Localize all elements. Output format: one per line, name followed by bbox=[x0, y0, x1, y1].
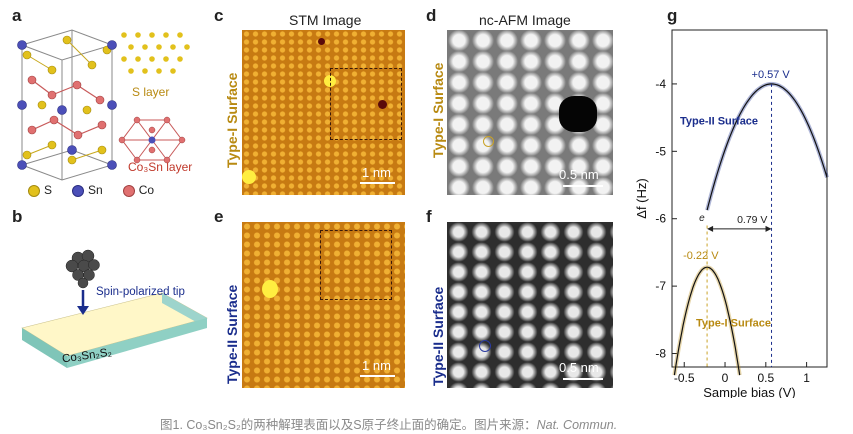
marker-circle-blue bbox=[479, 340, 491, 352]
s-layer-label: S layer bbox=[132, 85, 170, 99]
panel-e-label: e bbox=[214, 207, 224, 226]
defect-bright bbox=[262, 280, 278, 298]
scale-label: 1 nm bbox=[362, 358, 391, 373]
scale-bar bbox=[563, 378, 603, 380]
caption-text: 图1. Co₃Sn₂S₂的两种解理表面以及S原子终止面的确定。图片来源： bbox=[160, 418, 537, 432]
scale-bar bbox=[360, 182, 395, 184]
defect-dark bbox=[378, 100, 387, 109]
defect-dark bbox=[318, 38, 325, 45]
legend-co: Co bbox=[122, 183, 154, 197]
scale-label: 0.5 nm bbox=[559, 360, 599, 375]
y-tick-label: -8 bbox=[655, 347, 666, 361]
series-band-0 bbox=[705, 81, 829, 211]
side-label-e: Type-II Surface bbox=[224, 284, 240, 384]
delta-symbol: e bbox=[699, 213, 705, 224]
x-tick-label: 1 bbox=[803, 371, 810, 385]
crystal-structure bbox=[17, 29, 190, 181]
bias-chart: -4 -5 -6 -7 -8 -0.5 0 0.5 1 +0.57 V -0.22 V e 0… bbox=[634, 29, 829, 398]
panel-b-label: b bbox=[12, 207, 23, 226]
peak-label-ii: +0.57 V bbox=[752, 69, 791, 81]
plot-frame bbox=[671, 29, 828, 368]
atom-legend: S Sn Co bbox=[28, 183, 154, 197]
y-tick-label: -5 bbox=[655, 144, 666, 158]
scale-label: 0.5 nm bbox=[559, 167, 599, 182]
y-tick-label: -7 bbox=[655, 279, 666, 293]
figure-caption: 图1. Co₃Sn₂S₂的两种解理表面以及S原子终止面的确定。图片来源：Nat.… bbox=[160, 414, 617, 433]
stm-image-type-i: 1 nm bbox=[242, 30, 405, 195]
arrow-head-left bbox=[707, 225, 714, 232]
scale-bar bbox=[360, 375, 395, 377]
series-line-0 bbox=[706, 83, 828, 211]
series-label-type-ii: Type-II Surface bbox=[680, 115, 758, 127]
panel-f-label: f bbox=[426, 207, 432, 226]
side-label-d: Type-I Surface bbox=[430, 62, 446, 158]
legend-s: S bbox=[28, 183, 52, 197]
y-axis-label: Δf (Hz) bbox=[634, 178, 649, 218]
scale-label: 1 nm bbox=[362, 165, 391, 180]
zoom-box bbox=[320, 230, 392, 300]
panel-c-label: c bbox=[214, 6, 224, 25]
caption-source: Nat. Commun. bbox=[536, 418, 618, 432]
marker-circle-gold bbox=[483, 136, 494, 147]
scale-bar bbox=[563, 185, 603, 187]
side-label-f: Type-II Surface bbox=[430, 286, 446, 386]
arrow-head-right bbox=[765, 225, 772, 232]
x-tick-label: 0.5 bbox=[757, 371, 774, 385]
side-label-c: Type-I Surface bbox=[224, 72, 240, 168]
x-tick-label: -0.5 bbox=[674, 371, 695, 385]
delta-label: 0.79 V bbox=[737, 214, 767, 226]
afm-title: nc-AFM Image bbox=[479, 12, 571, 28]
series-label-type-i: Type-I Surface bbox=[696, 318, 771, 330]
afm-image-type-ii: 0.5 nm bbox=[447, 222, 613, 388]
panel-a-label: a bbox=[12, 6, 22, 25]
y-tick-label: -6 bbox=[655, 212, 666, 226]
panel-g-label: g bbox=[667, 6, 678, 25]
y-tick-label: -4 bbox=[655, 77, 666, 91]
panel-d-label: d bbox=[426, 6, 437, 25]
vacancy-dark bbox=[559, 96, 597, 132]
series-line-1 bbox=[673, 266, 741, 376]
stm-title: STM Image bbox=[289, 12, 362, 28]
afm-image-type-i: 0.5 nm bbox=[447, 30, 613, 195]
co3sn-layer-label: Co₃Sn layer bbox=[128, 160, 193, 174]
defect-bright bbox=[242, 170, 256, 184]
legend-sn: Sn bbox=[72, 183, 103, 197]
tip-label: Spin-polarized tip bbox=[96, 286, 185, 298]
peak-label-i: -0.22 V bbox=[683, 250, 719, 262]
tip-schematic bbox=[21, 249, 208, 368]
zoom-box bbox=[330, 68, 402, 140]
x-tick-label: 0 bbox=[722, 371, 729, 385]
x-axis-label: Sample bias (V) bbox=[703, 385, 795, 398]
stm-image-type-ii: 1 nm bbox=[242, 222, 405, 388]
